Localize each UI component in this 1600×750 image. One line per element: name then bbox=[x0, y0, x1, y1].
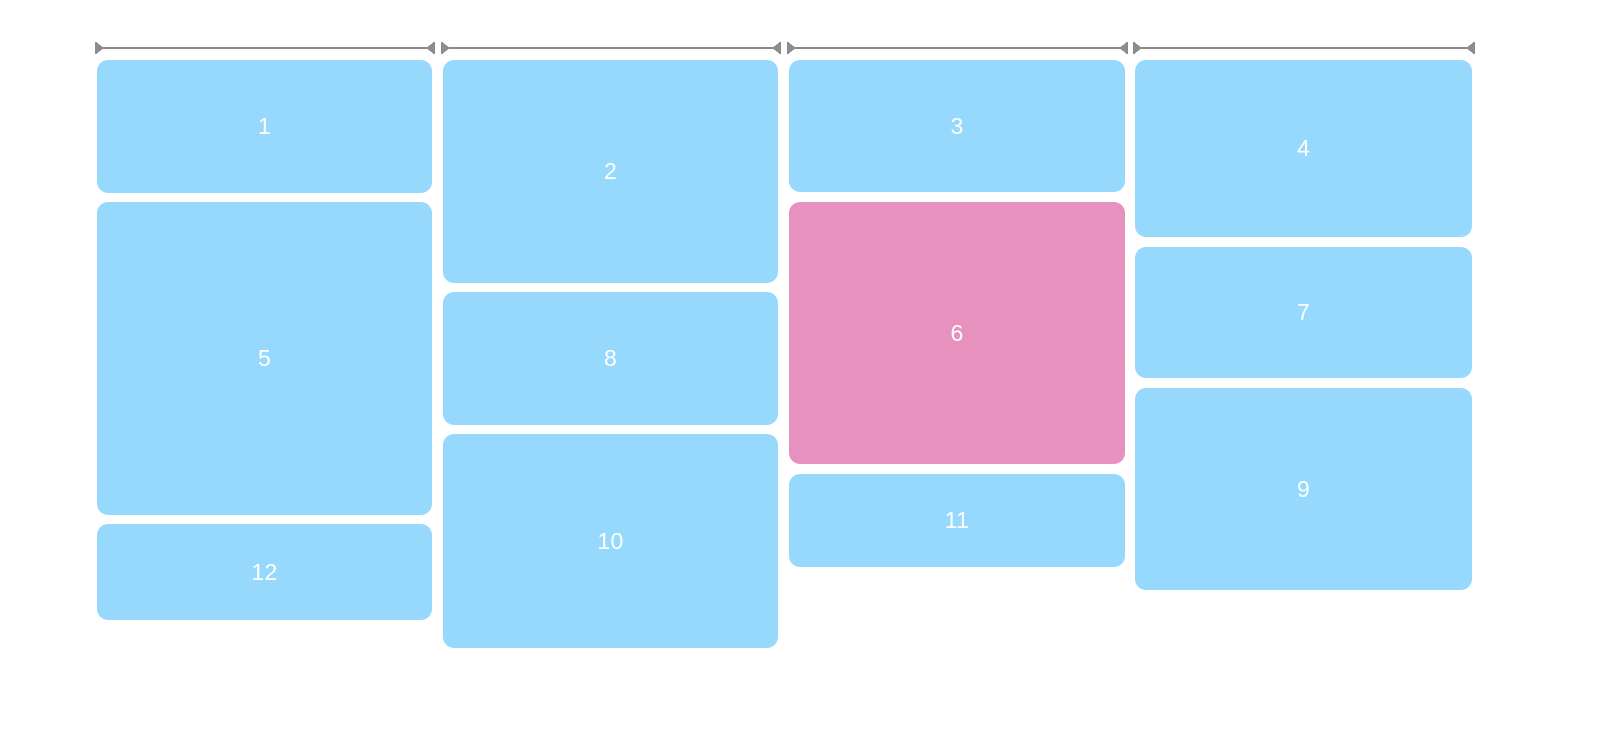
tile-1[interactable]: 1 bbox=[97, 60, 432, 193]
ruler-end-cap bbox=[1473, 42, 1475, 54]
tile-label: 2 bbox=[603, 158, 618, 184]
ruler-arrow-right-icon bbox=[1466, 42, 1474, 54]
tile-2[interactable]: 2 bbox=[443, 60, 778, 283]
tile-10[interactable]: 10 bbox=[443, 434, 778, 648]
tile-label: 1 bbox=[257, 113, 272, 139]
tile-label: 12 bbox=[251, 558, 278, 585]
tile-label: 3 bbox=[950, 112, 964, 139]
ruler-line bbox=[95, 47, 435, 49]
ruler-line bbox=[441, 47, 781, 49]
tile-4[interactable]: 4 bbox=[1135, 60, 1472, 237]
ruler-end-cap bbox=[779, 42, 781, 54]
tile-6[interactable]: 6 bbox=[789, 202, 1125, 464]
ruler-line bbox=[787, 47, 1128, 49]
ruler-arrow-left-icon bbox=[788, 42, 796, 54]
ruler-arrow-right-icon bbox=[426, 42, 434, 54]
ruler-arrow-left-icon bbox=[96, 42, 104, 54]
tile-label: 10 bbox=[597, 527, 624, 554]
tile-label: 7 bbox=[1296, 299, 1311, 325]
tile-label: 11 bbox=[944, 507, 970, 533]
column-1-width-ruler bbox=[95, 41, 435, 55]
tile-label: 8 bbox=[603, 345, 618, 371]
column-4-width-ruler bbox=[1133, 41, 1475, 55]
ruler-end-cap bbox=[433, 42, 435, 54]
ruler-arrow-right-icon bbox=[772, 42, 780, 54]
column-2-width-ruler bbox=[441, 41, 781, 55]
column-3-width-ruler bbox=[787, 41, 1128, 55]
tile-label: 6 bbox=[950, 319, 964, 346]
tile-label: 9 bbox=[1296, 475, 1311, 502]
tile-5[interactable]: 5 bbox=[97, 202, 432, 515]
ruler-end-cap bbox=[1126, 42, 1128, 54]
tile-11[interactable]: 11 bbox=[789, 474, 1125, 567]
tile-3[interactable]: 3 bbox=[789, 60, 1125, 192]
tile-label: 4 bbox=[1296, 135, 1311, 161]
ruler-arrow-left-icon bbox=[1134, 42, 1142, 54]
ruler-arrow-left-icon bbox=[442, 42, 450, 54]
tile-label: 5 bbox=[257, 345, 272, 371]
tile-12[interactable]: 12 bbox=[97, 524, 432, 620]
ruler-line bbox=[1133, 47, 1475, 49]
tile-8[interactable]: 8 bbox=[443, 292, 778, 425]
tile-7[interactable]: 7 bbox=[1135, 247, 1472, 378]
ruler-arrow-right-icon bbox=[1119, 42, 1127, 54]
tile-9[interactable]: 9 bbox=[1135, 388, 1472, 590]
